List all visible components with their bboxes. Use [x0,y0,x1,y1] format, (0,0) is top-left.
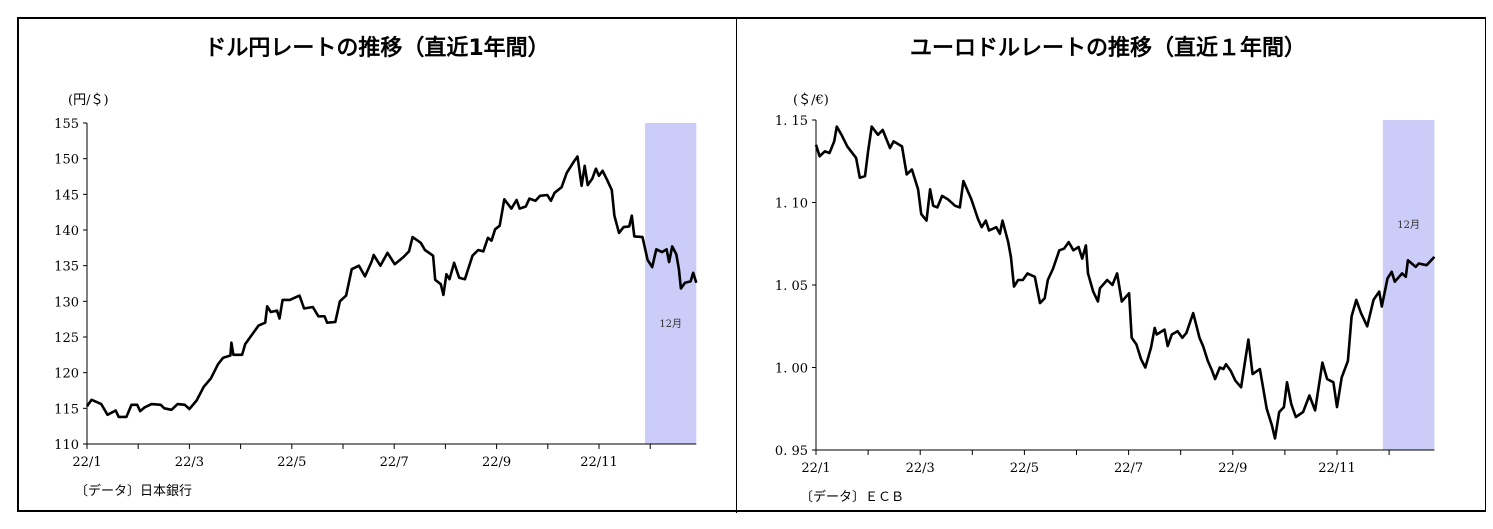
x-tick-label: 22/9 [1218,461,1247,476]
panel-divider [736,17,737,513]
y-tick-label: 145 [54,188,79,203]
series-line [814,125,1436,440]
x-tick-label: 22/9 [482,455,511,470]
x-tick-label: 22/1 [801,461,830,476]
y-tick-label: 115 [54,402,79,417]
x-tick-label: 22/1 [72,455,101,470]
highlight-label: 12月 [659,318,682,330]
y-tick-label: 130 [54,295,79,310]
x-tick-label: 22/5 [277,455,306,470]
figure-frame [17,17,1486,512]
y-tick-label: 150 [54,153,79,168]
data-source: 〔データ〕日本銀行 [75,483,192,499]
x-tick-label: 22/5 [1010,461,1039,476]
y-axis-unit: (円/＄) [68,93,109,108]
y-tick-label: 0. 95 [775,444,808,459]
y-tick-label: 1. 05 [775,279,808,294]
x-tick-label: 22/3 [175,455,204,470]
x-tick-label: 22/11 [1318,461,1355,476]
chart-title: ユーロドルレートの推移（直近１年間） [910,35,1306,61]
y-tick-label: 1. 10 [775,197,808,212]
data-source: 〔データ〕ＥＣＢ [800,489,904,505]
x-tick-label: 22/7 [1114,461,1143,476]
chart-title: ドル円レートの推移（直近1年間） [204,35,549,61]
y-tick-label: 1. 00 [775,362,808,377]
series-line [85,155,698,419]
december-highlight [645,123,697,444]
december-highlight [1382,120,1435,450]
eurusd-chart: ユーロドルレートの推移（直近１年間） (＄/€) 〔データ〕ＥＣＢ 12月 1. … [775,35,1436,505]
highlight-label: 12月 [1397,219,1420,231]
y-axis-unit: (＄/€) [793,93,829,108]
y-tick-label: 1. 15 [775,114,808,129]
y-tick-label: 135 [54,260,79,275]
x-tick-label: 22/11 [580,455,617,470]
y-tick-label: 155 [54,117,79,132]
y-tick-label: 140 [54,224,79,239]
x-tick-label: 22/7 [380,455,409,470]
usdjpy-chart: ドル円レートの推移（直近1年間） (円/＄) 〔データ〕日本銀行 12月 155 1… [54,35,698,499]
x-tick-label: 22/3 [906,461,935,476]
y-tick-label: 120 [54,367,79,382]
y-tick-label: 125 [54,331,79,346]
y-tick-label: 110 [54,438,79,453]
